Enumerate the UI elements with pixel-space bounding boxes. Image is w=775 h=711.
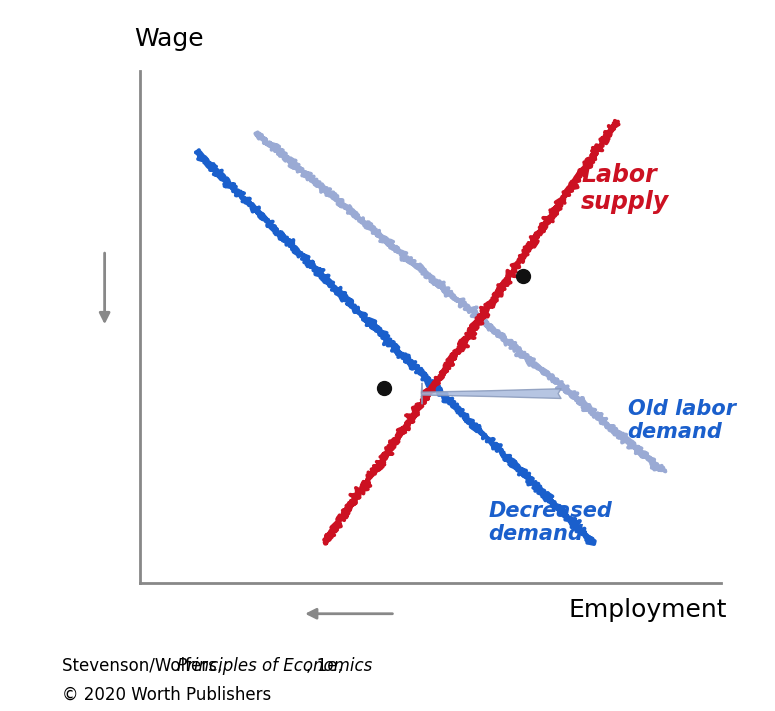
Text: © 2020 Worth Publishers: © 2020 Worth Publishers bbox=[62, 686, 271, 704]
Text: Old labor
demand: Old labor demand bbox=[628, 399, 735, 442]
Text: Principles of Economics: Principles of Economics bbox=[177, 658, 372, 675]
Text: Decreased
demand: Decreased demand bbox=[488, 501, 612, 545]
Text: Stevenson/Wolfers,: Stevenson/Wolfers, bbox=[62, 658, 228, 675]
Text: Employment: Employment bbox=[568, 599, 727, 622]
Text: Labor
supply: Labor supply bbox=[581, 163, 670, 215]
Text: Wage: Wage bbox=[133, 26, 203, 50]
Text: , 1e,: , 1e, bbox=[306, 658, 343, 675]
